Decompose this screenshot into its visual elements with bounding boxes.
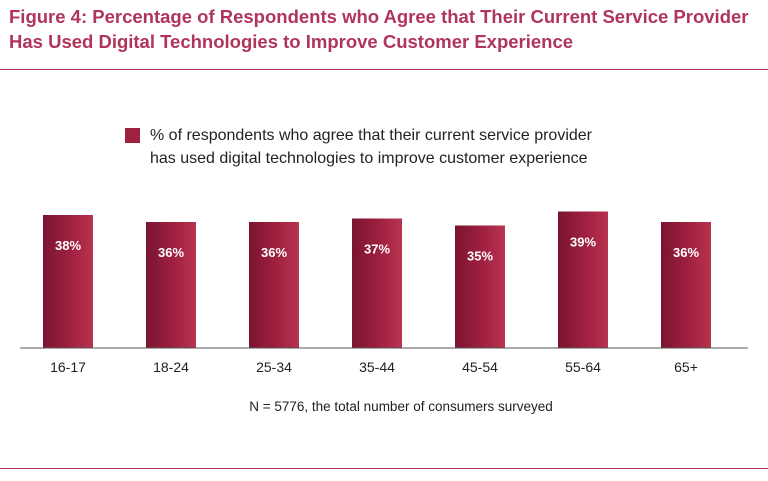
legend-swatch xyxy=(125,128,140,143)
footnote-text: N = 5776, the total number of consumers … xyxy=(249,399,553,414)
x-tick-label: 25-34 xyxy=(256,359,292,375)
footnote: N = 5776, the total number of consumers … xyxy=(0,399,768,414)
bar-value-label: 39% xyxy=(570,235,596,250)
bar-45-54 xyxy=(455,225,505,348)
bar-65+ xyxy=(661,222,711,348)
x-tick-label: 18-24 xyxy=(153,359,189,375)
x-tick-label: 65+ xyxy=(674,359,698,375)
bar-18-24 xyxy=(146,222,196,348)
bar-value-label: 36% xyxy=(261,245,287,260)
top-divider xyxy=(0,69,768,70)
figure-title: Figure 4: Percentage of Respondents who … xyxy=(9,4,759,54)
x-tick-label: 55-64 xyxy=(565,359,601,375)
x-tick-label: 16-17 xyxy=(50,359,86,375)
bar-value-label: 37% xyxy=(364,242,390,257)
bottom-divider xyxy=(0,468,768,469)
x-axis-ticks: 16-17 18-24 25-34 35-44 45-54 55-64 65+ xyxy=(50,359,698,375)
x-tick-label: 35-44 xyxy=(359,359,395,375)
bar-35-44 xyxy=(352,218,402,348)
x-tick-label: 45-54 xyxy=(462,359,498,375)
figure-title-line-1: Figure 4: Percentage of Respondents who … xyxy=(9,6,749,27)
bar-value-label: 36% xyxy=(158,245,184,260)
chart-legend: % of respondents who agree that their cu… xyxy=(125,124,592,170)
bar-value-label: 35% xyxy=(467,249,493,264)
legend-text-line-2: has used digital technologies to improve… xyxy=(150,150,588,167)
bar-16-17 xyxy=(43,215,93,348)
bar-value-label: 36% xyxy=(673,245,699,260)
figure-title-line-2: Has Used Digital Technologies to Improve… xyxy=(9,31,574,52)
legend-text-line-1: % of respondents who agree that their cu… xyxy=(150,127,593,144)
legend-text: % of respondents who agree that their cu… xyxy=(150,124,592,170)
bar-25-34 xyxy=(249,222,299,348)
bars-layer: 38% 36% 36% 37% 35% 39% 36% xyxy=(43,211,711,348)
bar-value-label: 38% xyxy=(55,238,81,253)
bar-55-64 xyxy=(558,211,608,348)
